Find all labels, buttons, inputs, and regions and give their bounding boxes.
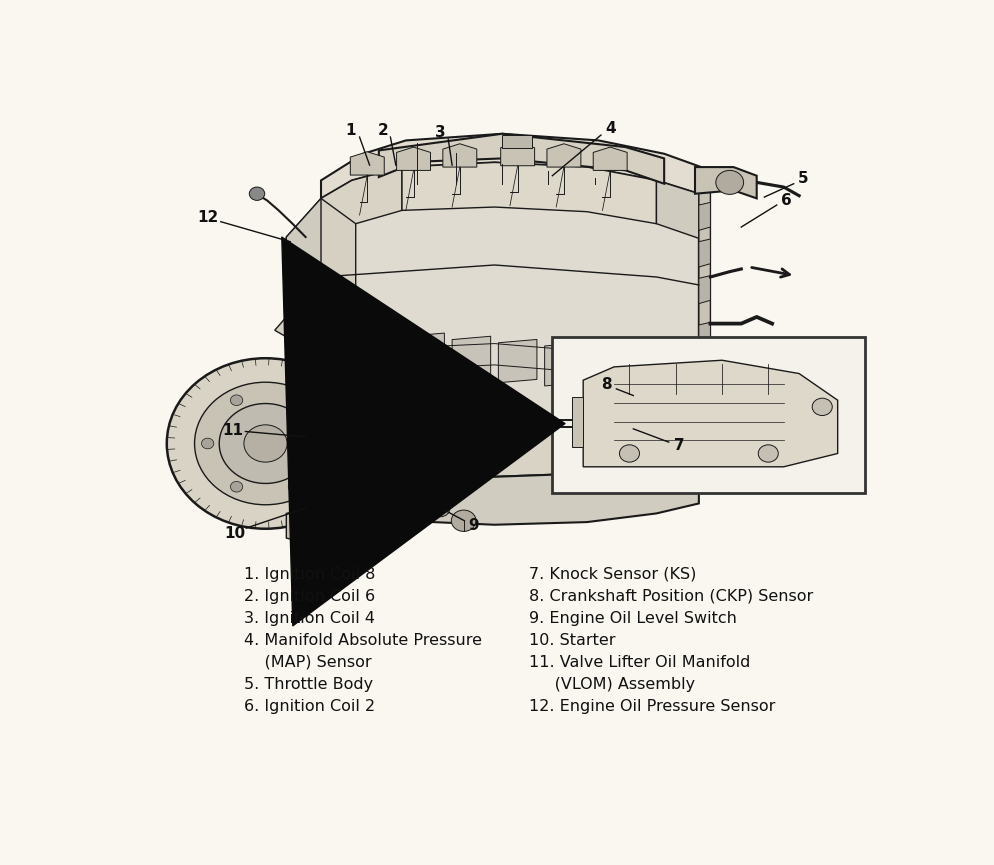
Text: 3: 3 xyxy=(434,125,445,140)
Polygon shape xyxy=(379,134,664,183)
Text: 2. Ignition Coil 6: 2. Ignition Coil 6 xyxy=(244,589,375,604)
Circle shape xyxy=(430,501,449,516)
Polygon shape xyxy=(442,144,476,167)
Circle shape xyxy=(231,482,243,492)
Text: 12: 12 xyxy=(197,209,218,225)
Text: 11. Valve Lifter Oil Manifold: 11. Valve Lifter Oil Manifold xyxy=(529,655,749,670)
Circle shape xyxy=(201,439,214,449)
Polygon shape xyxy=(698,202,710,230)
Polygon shape xyxy=(321,450,698,525)
Polygon shape xyxy=(286,450,321,514)
Polygon shape xyxy=(582,360,837,467)
Text: 10. Starter: 10. Starter xyxy=(529,632,615,648)
Polygon shape xyxy=(636,349,675,393)
Polygon shape xyxy=(274,198,355,336)
Polygon shape xyxy=(300,297,352,350)
Polygon shape xyxy=(698,276,710,304)
Polygon shape xyxy=(321,167,402,237)
Polygon shape xyxy=(397,147,430,170)
Circle shape xyxy=(244,425,287,462)
Polygon shape xyxy=(571,397,582,447)
Polygon shape xyxy=(500,143,534,166)
Polygon shape xyxy=(321,167,698,433)
Bar xyxy=(502,135,531,149)
Circle shape xyxy=(298,511,332,541)
Text: 2: 2 xyxy=(377,123,388,138)
Text: 1. Ignition Coil 8: 1. Ignition Coil 8 xyxy=(244,567,375,581)
Polygon shape xyxy=(286,383,321,464)
Text: 11: 11 xyxy=(222,423,243,438)
Polygon shape xyxy=(321,397,698,477)
Text: 9. Engine Oil Level Switch: 9. Engine Oil Level Switch xyxy=(529,611,737,625)
Polygon shape xyxy=(698,239,710,267)
Text: 8: 8 xyxy=(600,377,611,393)
Circle shape xyxy=(619,445,639,462)
Polygon shape xyxy=(694,167,755,198)
Text: 4. Manifold Absolute Pressure: 4. Manifold Absolute Pressure xyxy=(244,632,481,648)
Text: 5: 5 xyxy=(797,171,807,186)
Circle shape xyxy=(451,510,475,531)
Circle shape xyxy=(167,358,364,529)
Text: (VLOM) Assembly: (VLOM) Assembly xyxy=(529,676,695,692)
Polygon shape xyxy=(498,339,537,382)
Polygon shape xyxy=(698,170,710,397)
Polygon shape xyxy=(286,330,321,400)
Circle shape xyxy=(231,395,243,406)
Polygon shape xyxy=(286,505,344,545)
Polygon shape xyxy=(286,198,321,400)
Circle shape xyxy=(757,445,777,462)
Text: 5. Throttle Body: 5. Throttle Body xyxy=(244,676,373,692)
Polygon shape xyxy=(402,163,656,224)
Text: 12. Engine Oil Pressure Sensor: 12. Engine Oil Pressure Sensor xyxy=(529,699,774,714)
Circle shape xyxy=(219,403,311,484)
Circle shape xyxy=(610,418,632,436)
Polygon shape xyxy=(544,343,582,386)
Polygon shape xyxy=(321,134,710,198)
Polygon shape xyxy=(286,284,355,397)
Text: 1: 1 xyxy=(345,123,355,138)
Polygon shape xyxy=(656,181,698,239)
Polygon shape xyxy=(451,336,490,380)
Circle shape xyxy=(715,170,743,195)
Text: 7: 7 xyxy=(674,438,684,453)
Circle shape xyxy=(288,482,300,492)
Text: 10: 10 xyxy=(224,526,245,541)
Circle shape xyxy=(811,398,831,415)
Circle shape xyxy=(249,187,264,201)
Polygon shape xyxy=(406,333,444,376)
Text: 4: 4 xyxy=(604,121,615,136)
Text: 6. Ignition Coil 2: 6. Ignition Coil 2 xyxy=(244,699,375,714)
Polygon shape xyxy=(592,147,626,170)
Text: (MAP) Sensor: (MAP) Sensor xyxy=(244,655,371,670)
Text: 6: 6 xyxy=(780,193,790,208)
Polygon shape xyxy=(547,144,580,167)
Text: 9: 9 xyxy=(468,518,478,533)
Circle shape xyxy=(288,395,300,406)
Circle shape xyxy=(317,439,329,449)
Circle shape xyxy=(195,382,336,505)
Bar xyxy=(552,336,864,493)
Text: 7. Knock Sensor (KS): 7. Knock Sensor (KS) xyxy=(529,567,696,581)
Polygon shape xyxy=(698,323,710,350)
Polygon shape xyxy=(590,346,629,389)
Text: 8. Crankshaft Position (CKP) Sensor: 8. Crankshaft Position (CKP) Sensor xyxy=(529,589,813,604)
Polygon shape xyxy=(350,151,384,175)
Text: 3. Ignition Coil 4: 3. Ignition Coil 4 xyxy=(244,611,375,625)
